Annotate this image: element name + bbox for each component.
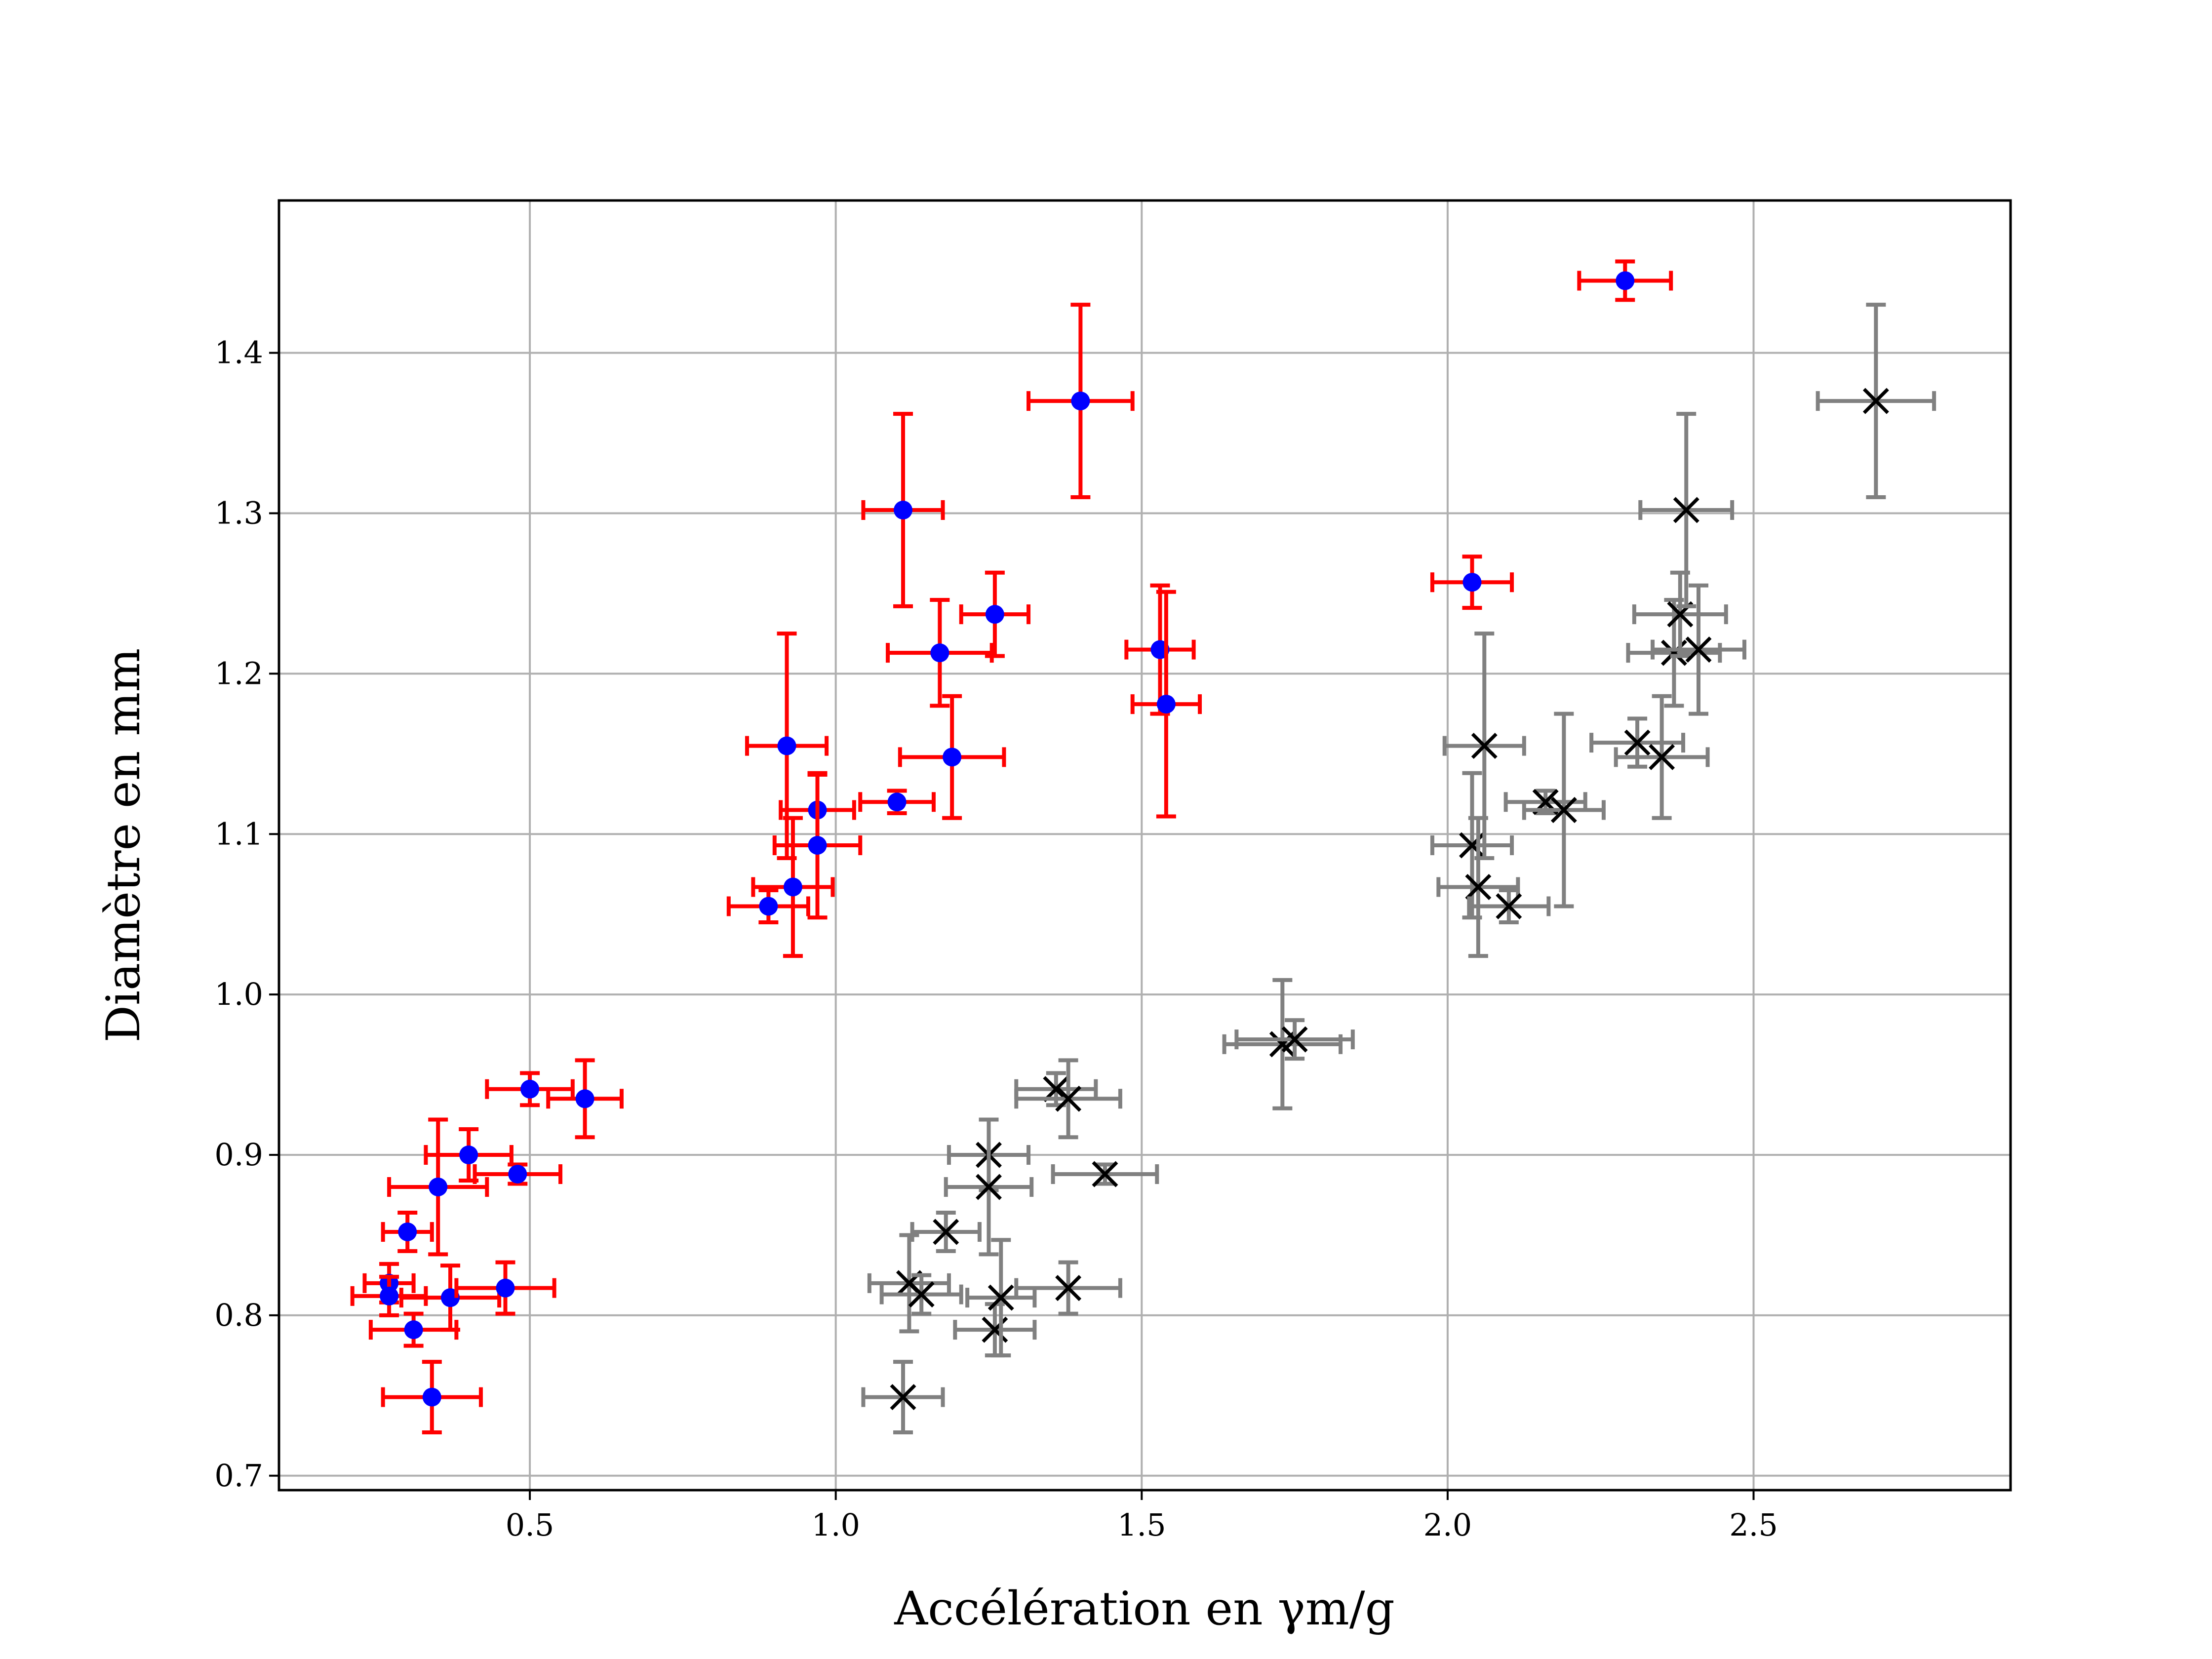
x-tick-label: 0.5	[506, 1507, 554, 1543]
data-point	[459, 1146, 478, 1165]
error-bar	[965, 1238, 1037, 1358]
data-point-x-marker	[908, 1281, 935, 1308]
data-point	[520, 1079, 540, 1099]
x-tick-label: 1.5	[1117, 1507, 1166, 1543]
data-point	[894, 501, 913, 520]
data-point	[496, 1278, 515, 1298]
data-point-x-marker	[1055, 1275, 1082, 1302]
data-point-x-marker	[1673, 497, 1699, 523]
y-tick-label: 1.0	[214, 976, 263, 1012]
data-point-x-marker	[1862, 388, 1889, 414]
x-tick-label: 2.5	[1729, 1507, 1778, 1543]
data-point-x-marker	[1649, 744, 1675, 770]
data-point-x-marker	[933, 1219, 959, 1245]
data-point	[508, 1164, 527, 1184]
data-point-x-marker	[890, 1384, 916, 1411]
error-bar	[1442, 632, 1526, 860]
data-point-x-marker	[1496, 893, 1522, 919]
data-point	[943, 748, 962, 767]
x-tick-label: 1.0	[811, 1507, 860, 1543]
data-point	[429, 1177, 448, 1196]
data-point-x-marker	[1685, 636, 1712, 663]
data-point	[985, 605, 1004, 624]
data-point	[887, 792, 907, 812]
error-bar	[1467, 888, 1551, 924]
data-marks	[350, 259, 1936, 1435]
data-point-x-marker	[1471, 733, 1498, 759]
data-point-x-marker	[1550, 797, 1577, 824]
data-point-x-marker	[1281, 1026, 1308, 1053]
data-point	[1462, 573, 1482, 592]
plot-frame	[277, 199, 2012, 1492]
y-tick-label: 0.9	[214, 1137, 263, 1173]
data-point	[808, 836, 827, 855]
x-axis-label: Accélération en γm/g	[894, 1582, 1395, 1636]
data-point-x-marker	[1465, 873, 1492, 900]
grid	[279, 200, 2011, 1490]
data-point	[380, 1286, 399, 1305]
data-point	[930, 643, 949, 663]
data-point	[1071, 392, 1090, 411]
data-point-x-marker	[1092, 1161, 1118, 1187]
x-tick-label: 2.0	[1423, 1507, 1472, 1543]
y-tick-label: 0.7	[214, 1458, 263, 1494]
y-axis-label: Diamètre en mm	[97, 648, 151, 1043]
axis-ticks: 0.5 1.0 1.5 2.0 2.5 0.7 0.8 0.9 1.0 1.1 1.2 1.3 1.4	[214, 335, 1778, 1543]
data-point	[783, 877, 802, 897]
y-tick-label: 1.1	[214, 816, 263, 852]
error-bar	[1014, 1260, 1122, 1316]
data-point-x-marker	[976, 1174, 1002, 1200]
series-1	[350, 259, 1673, 1435]
data-point-x-marker	[1624, 729, 1651, 756]
y-tick-label: 1.3	[214, 495, 263, 531]
data-point	[777, 736, 796, 755]
data-point	[1156, 695, 1176, 714]
data-point	[398, 1222, 417, 1241]
y-tick-label: 0.8	[214, 1297, 263, 1333]
data-point	[422, 1387, 441, 1407]
data-point-x-marker	[1055, 1085, 1082, 1112]
series-2	[861, 303, 1936, 1435]
data-point	[759, 897, 778, 916]
y-tick-label: 1.4	[214, 335, 263, 371]
data-point-x-marker	[988, 1284, 1014, 1311]
data-point	[404, 1320, 423, 1340]
data-point	[1616, 271, 1635, 290]
data-point	[575, 1089, 594, 1108]
y-tick-label: 1.2	[214, 655, 263, 691]
